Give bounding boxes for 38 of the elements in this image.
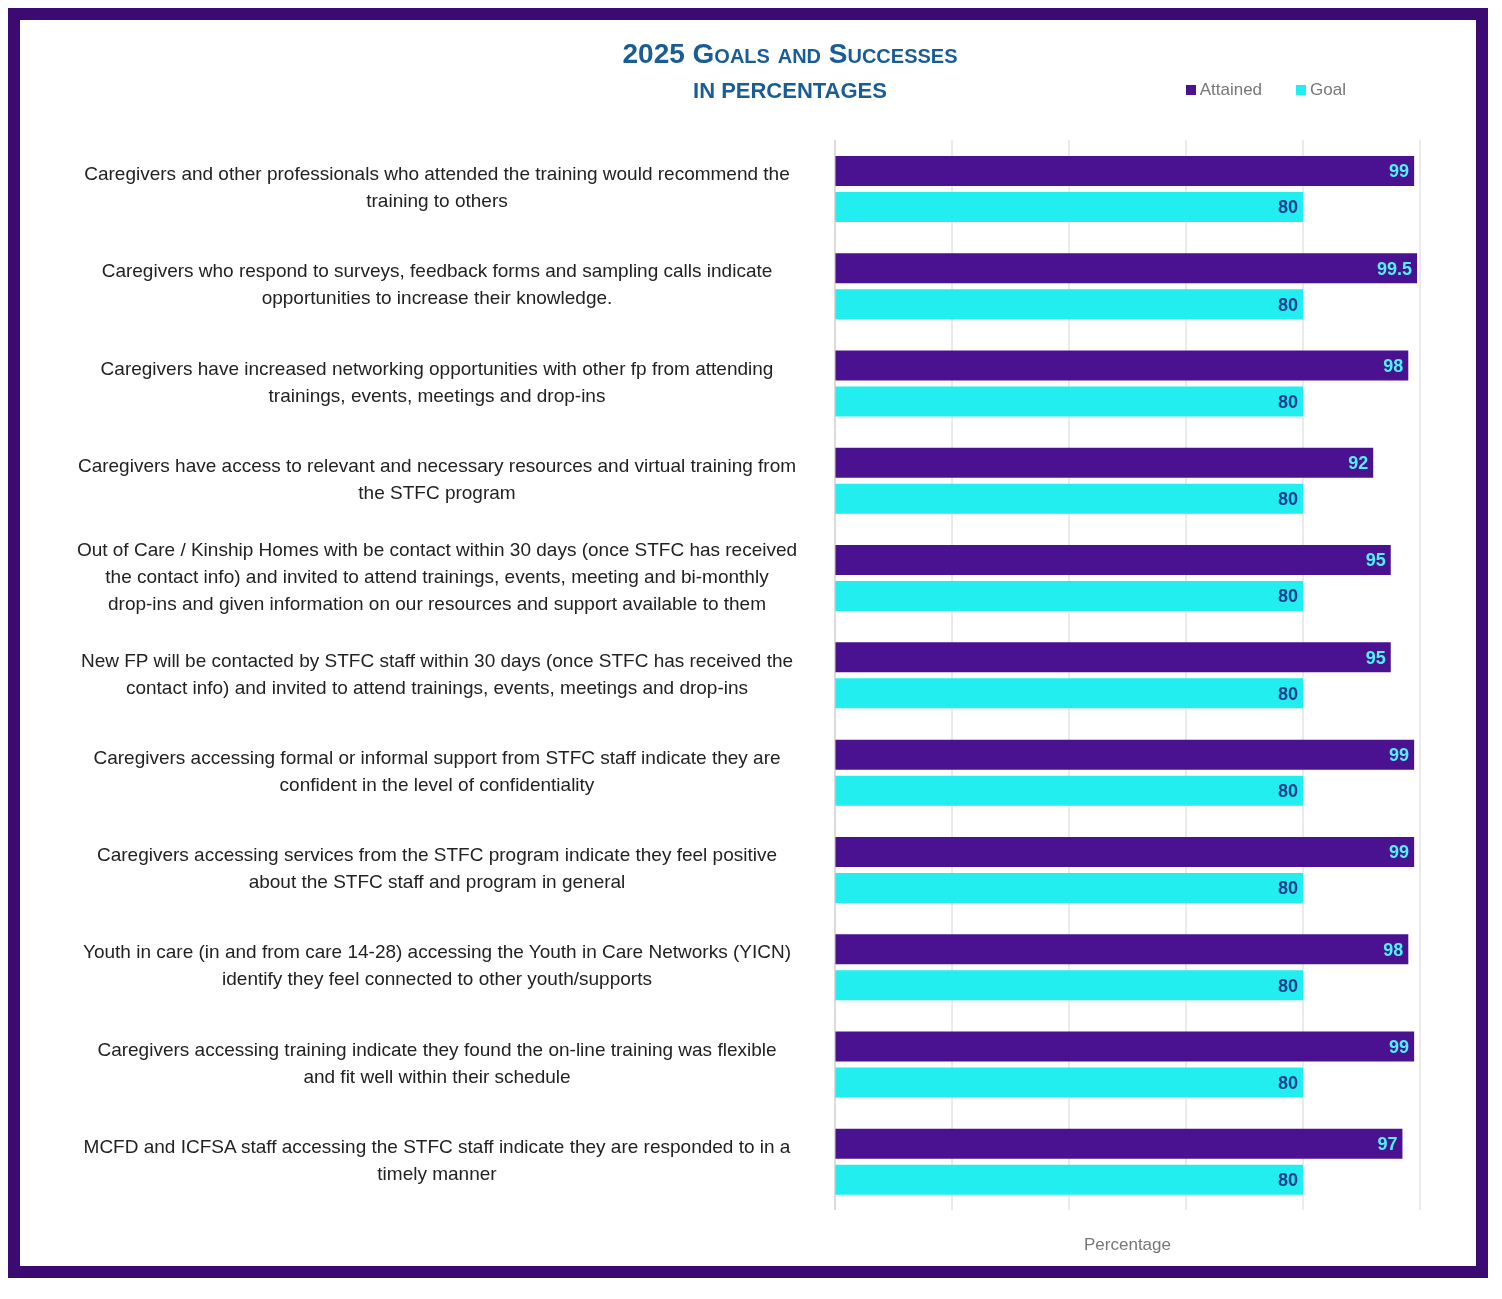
data-label: 95: [1365, 647, 1386, 668]
data-label: 80: [1277, 683, 1298, 704]
data-label: 80: [1277, 878, 1298, 899]
data-label: 80: [1277, 489, 1298, 510]
data-label: 80: [1277, 586, 1298, 607]
y-tick-label: Caregivers have increased networking opportunities with other fp from attending trainings, events, meetings and drop-ins: [100, 357, 774, 406]
data-label: 80: [1277, 197, 1298, 218]
y-tick-label: Caregivers have access to relevant and necessary resources and virtual training from the STFC program: [77, 454, 797, 503]
data-label: 80: [1277, 781, 1298, 802]
y-tick-label: Caregivers who respond to surveys, feedback forms and sampling calls indicate opportunities to increase their knowledge.: [101, 260, 773, 309]
data-label: 99.5: [1377, 258, 1413, 279]
x-axis-title: Percentage: [1084, 1235, 1171, 1254]
y-tick-label: Youth in care (in and from care 14-28) accessing the Youth in Care Networks (YICN) identify they feel connected to other youth/supports: [83, 941, 791, 990]
y-tick-label: Out of Care / Kinship Homes with be contact within 30 days (once STFC has received the contact info) and invited to attend trainings, events, meeting and bi-monthly drop-ins and given information on our resources and support available to them: [76, 538, 798, 614]
data-label: 92: [1348, 453, 1369, 474]
y-tick-label: Caregivers accessing training indicate they found the on-line training was flexible and fit well within their schedule: [97, 1038, 777, 1087]
chart-title: 2025 Goals and Successes: [621, 38, 959, 70]
legend-label: Attained: [1198, 80, 1263, 100]
data-label: 97: [1377, 1134, 1398, 1155]
data-label: 80: [1277, 391, 1298, 412]
data-label: 99: [1389, 1036, 1410, 1057]
y-tick-label: MCFD and ICFSA staff accessing the STFC staff indicate they are responded to in a timely manner: [83, 1135, 791, 1184]
data-label: 98: [1383, 355, 1404, 376]
legend-label: Goal: [1309, 80, 1346, 100]
data-label: 80: [1277, 1170, 1298, 1191]
data-label: 99: [1389, 745, 1410, 766]
data-label: 80: [1277, 975, 1298, 996]
data-label: 95: [1365, 550, 1386, 571]
data-label: 80: [1277, 1072, 1298, 1093]
chart-subtitle: IN PERCENTAGES: [693, 78, 887, 103]
y-tick-label: New FP will be contacted by STFC staff within 30 days (once STFC has received the contact info) and invited to attend trainings, events, meetings and drop-ins: [80, 649, 794, 698]
y-tick-label: Caregivers and other professionals who attended the training would recommend the training to others: [84, 163, 790, 212]
y-tick-label: Caregivers accessing services from the STFC program indicate they feel positive about the STFC staff and program in general: [96, 844, 778, 893]
data-label: 99: [1389, 842, 1410, 863]
data-label: 98: [1383, 939, 1404, 960]
y-tick-label: Caregivers accessing formal or informal support from STFC staff indicate they are confident in the level of confidentiality: [93, 746, 781, 795]
data-label: 80: [1277, 294, 1298, 315]
data-label: 99: [1389, 161, 1410, 182]
